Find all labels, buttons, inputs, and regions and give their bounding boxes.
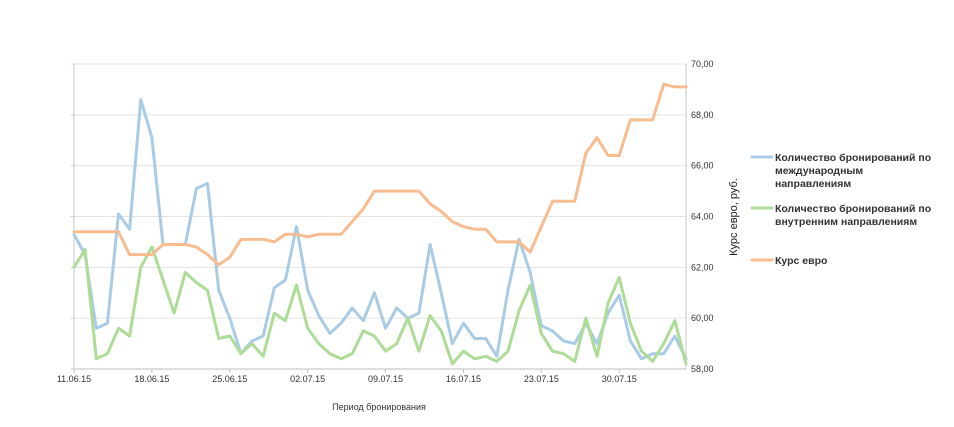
y-tick-label: 60,00: [691, 313, 714, 323]
chart-grid: [74, 63, 686, 370]
legend-label: международным: [775, 165, 863, 177]
y-tick-label: 68,00: [691, 110, 714, 120]
x-tick-label: 09.07.15: [368, 374, 403, 384]
legend-label: Количество бронирований по: [775, 152, 931, 164]
legend-label: внутренним направлениям: [775, 216, 917, 228]
series-line-2: [72, 245, 688, 366]
x-tick-label: 23.07.15: [524, 374, 559, 384]
y-tick-label: 64,00: [691, 212, 714, 222]
chart-series-lines: [72, 82, 688, 366]
y-tick-label: 66,00: [691, 161, 714, 171]
chart-legend: Количество бронирований помеждународнымн…: [750, 152, 931, 267]
x-tick-label: 30.07.15: [602, 374, 637, 384]
legend-label: Количество бронирований по: [775, 203, 931, 215]
y-tick-label: 62,00: [691, 262, 714, 272]
y-axis-tick-labels: 58,00 60,00 62,00 64,00 66,00 68,00 70,00: [691, 59, 714, 374]
series-line-1: [72, 98, 688, 361]
y-axis-title: Курс евро, руб.: [728, 178, 740, 256]
series-line-3: [72, 82, 688, 267]
x-tick-label: 25.06.15: [212, 374, 247, 384]
y-tick-label: 58,00: [691, 364, 714, 374]
legend-label: Курс евро: [775, 255, 827, 267]
x-tick-label: 18.06.15: [134, 374, 169, 384]
legend-label: направлениям: [775, 178, 851, 190]
x-axis-title: Период бронирования: [332, 402, 426, 412]
x-tick-label: 16.07.15: [446, 374, 481, 384]
chart-axes: [71, 63, 687, 373]
x-axis-tick-labels: 11.06.15 18.06.15 25.06.15 02.07.15 09.07.15…: [57, 374, 637, 384]
x-tick-label: 02.07.15: [290, 374, 325, 384]
x-tick-label: 11.06.15: [57, 374, 91, 384]
y-tick-label: 70,00: [691, 59, 714, 69]
